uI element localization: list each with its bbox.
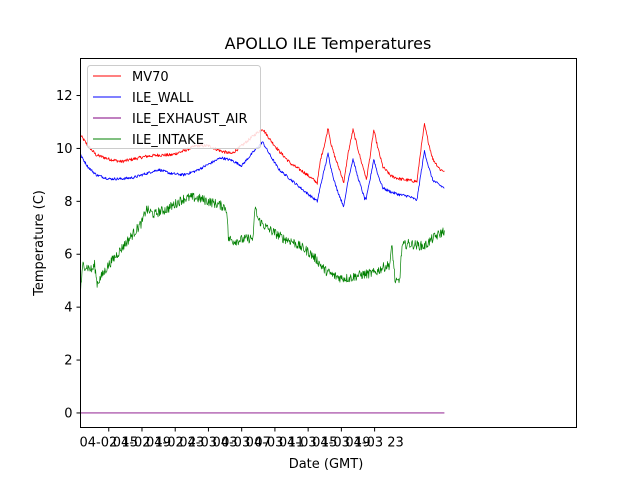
legend-box <box>87 65 261 149</box>
y-tick-label: 6 <box>64 248 72 263</box>
legend-label-ile-intake: ILE_INTAKE <box>132 133 204 148</box>
y-tick-label: 10 <box>56 142 73 157</box>
x-tick-label: 04-03 07 <box>212 436 270 451</box>
chart-title: APOLLO ILE Temperatures <box>225 34 432 53</box>
legend: MV70 ILE_WALL ILE_EXHAUST_AIR ILE_INTAKE <box>87 65 261 149</box>
legend-label-ile-exhaust-air: ILE_EXHAUST_AIR <box>132 112 248 127</box>
y-tick-label: 0 <box>64 406 72 421</box>
legend-label-mv70: MV70 <box>132 70 169 85</box>
plot-series <box>80 123 445 414</box>
x-tick-label: 04-03 15 <box>279 436 337 451</box>
series-line-ile-intake <box>80 192 445 294</box>
x-tick-label: 04-03 11 <box>246 436 304 451</box>
x-tick-label: 04-02 23 <box>146 436 204 451</box>
x-tick-label: 04-03 03 <box>179 436 237 451</box>
y-tick-label: 2 <box>64 354 72 369</box>
legend-label-ile-wall: ILE_WALL <box>132 91 194 106</box>
series-line-ile-wall <box>80 141 445 208</box>
y-tick-label: 4 <box>64 301 72 316</box>
x-axis-label: Date (GMT) <box>289 457 364 472</box>
x-tick-label: 04-02 19 <box>113 436 171 451</box>
x-tick-label: 04-03 19 <box>312 436 370 451</box>
y-tick-label: 8 <box>64 195 72 210</box>
plot-frame <box>80 58 577 428</box>
x-tick-label: 04-03 23 <box>345 436 403 451</box>
x-tick-label: 04-02 15 <box>80 436 138 451</box>
series-line-mv70 <box>80 123 445 185</box>
y-tick-label: 12 <box>56 89 73 104</box>
y-axis-label: Temperature (C) <box>32 190 47 297</box>
